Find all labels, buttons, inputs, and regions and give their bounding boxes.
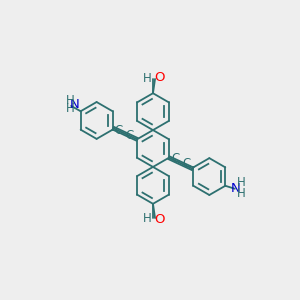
Text: H: H: [237, 187, 246, 200]
Text: C: C: [115, 124, 123, 137]
Text: C: C: [125, 129, 134, 142]
Text: H: H: [237, 176, 246, 189]
Text: C: C: [172, 152, 180, 165]
Text: H: H: [143, 212, 152, 225]
Text: N: N: [70, 98, 80, 111]
Text: N: N: [231, 182, 241, 195]
Text: H: H: [143, 73, 152, 85]
Text: O: O: [154, 71, 165, 84]
Text: C: C: [183, 157, 191, 170]
Text: H: H: [66, 94, 75, 107]
Text: H: H: [66, 102, 75, 116]
Text: O: O: [154, 213, 165, 226]
